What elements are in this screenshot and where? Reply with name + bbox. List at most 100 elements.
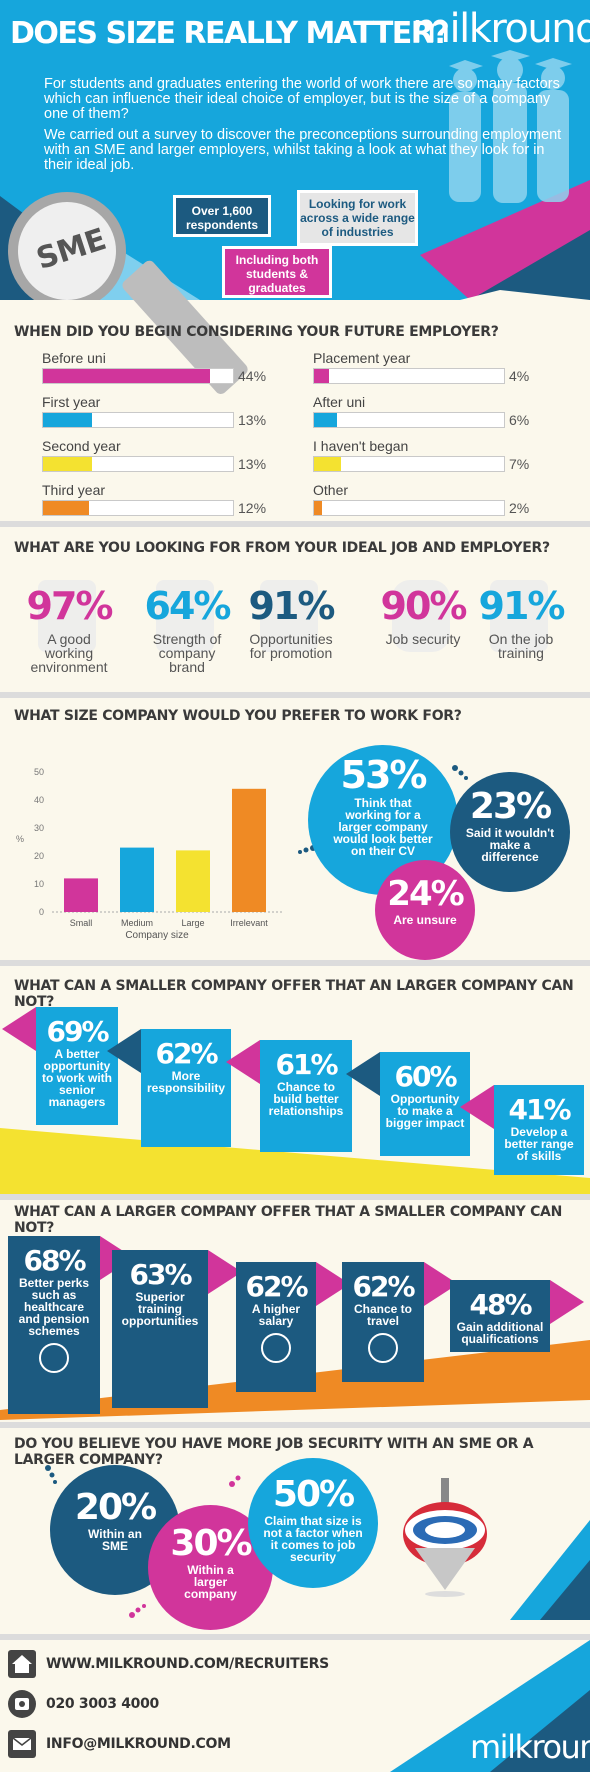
bar-track: [313, 500, 505, 516]
bar-track: [42, 456, 234, 472]
footer-website[interactable]: WWW.MILKROUND.COM/RECRUITERS: [46, 1656, 329, 1672]
x-tick-label: Small: [70, 918, 93, 928]
x-tick-label: Large: [181, 918, 204, 928]
money-bag-icon: [261, 1333, 291, 1363]
size-bar-chart: 0 10 20 30 40 50% Small Medium Large Irrelevant Co…: [16, 767, 282, 941]
larger-step: 63% Superior training opportunities: [112, 1250, 208, 1408]
bar-value: 7%: [509, 456, 530, 472]
larger-step: 62% Chance to travel: [342, 1262, 424, 1382]
stethoscope-icon: [39, 1343, 69, 1373]
check-icon: [38, 580, 96, 652]
smaller-step: 61% Chance to build better relationships: [260, 1040, 352, 1152]
thumbs-up-icon: [490, 580, 548, 652]
step-text: Gain additional qualifications: [456, 1320, 544, 1346]
size-title: WHAT SIZE COMPANY WOULD YOU PREFER TO WO…: [14, 708, 462, 724]
bar-fill: [43, 369, 211, 383]
phone-icon: [8, 1690, 36, 1718]
divider: [0, 1422, 590, 1428]
step-value: 61%: [275, 1048, 338, 1081]
stat-value: 64%: [144, 584, 232, 628]
footer-phone[interactable]: 020 3003 4000: [46, 1696, 160, 1712]
security-title: DO YOU BELIEVE YOU HAVE MORE JOB SECURIT…: [14, 1436, 534, 1468]
smaller-step: 69% A better opportunity to work with sen…: [36, 1007, 118, 1125]
footer-brand-logo: milkround: [470, 1728, 590, 1766]
larger-step: 48% Gain additional qualifications: [450, 1280, 550, 1352]
ideal-title: WHAT ARE YOU LOOKING FOR FROM YOUR IDEAL…: [14, 540, 550, 556]
step-text: Chance to travel: [353, 1302, 412, 1328]
footer-decoration: [390, 1640, 590, 1772]
step-text: A higher salary: [251, 1302, 301, 1328]
smaller-step: 41% Develop a better range of skills: [494, 1085, 584, 1175]
smaller-step: 60% Opportunity to make a bigger impact: [380, 1052, 470, 1156]
bar: [64, 878, 98, 912]
bar-fill: [314, 501, 322, 515]
shield-icon: [156, 580, 214, 652]
step-text: Better perks such as healthcare and pens…: [18, 1276, 90, 1338]
bar-fill: [314, 413, 337, 427]
bar-fill: [314, 369, 330, 383]
step-text: Opportunity to make a bigger impact: [385, 1092, 465, 1130]
step-arrow: [346, 1052, 380, 1096]
divider: [0, 1194, 590, 1200]
stat-value: 90%: [380, 584, 468, 628]
bar-track: [42, 412, 234, 428]
y-tick-label: 10: [34, 879, 44, 889]
bar-label: First year: [42, 394, 101, 410]
divider: [0, 1634, 590, 1640]
stat-label: Job security: [385, 631, 461, 647]
circle-24: 24% Are unsure: [375, 860, 475, 960]
step-text: A better opportunity to work with senior…: [42, 1047, 112, 1109]
bar-value: 12%: [238, 500, 267, 516]
industries-box: Looking for work across a wide range of …: [297, 190, 418, 246]
bar-track: [313, 412, 505, 428]
y-tick-label: 20: [34, 851, 44, 861]
bar-label: Second year: [42, 438, 121, 454]
step-value: 62%: [245, 1270, 308, 1303]
bar-label: Third year: [42, 482, 106, 498]
x-tick-label: Irrelevant: [230, 918, 268, 928]
email-icon: [8, 1730, 36, 1758]
stat-label: A good working environment: [30, 631, 108, 675]
larger-title: WHAT CAN A LARGER COMPANY OFFER THAT A S…: [14, 1204, 563, 1236]
smaller-step: 62% More responsibility: [141, 1029, 231, 1147]
stat-label: On the job training: [488, 631, 554, 661]
home-icon: [8, 1650, 36, 1678]
bar-value: 6%: [509, 412, 530, 428]
footer-email[interactable]: INFO@MILKROUND.COM: [46, 1736, 231, 1752]
consider-title: WHEN DID YOU BEGIN CONSIDERING YOUR FUTU…: [14, 324, 499, 340]
circle-50: 50% Claim that size is not a factor when…: [248, 1458, 378, 1588]
stat-value: 91%: [478, 584, 566, 628]
divider: [0, 692, 590, 698]
bar-label: Other: [313, 482, 349, 498]
step-text: Develop a better range of skills: [504, 1125, 574, 1163]
bar-value: 2%: [509, 500, 530, 516]
smaller-title: WHAT CAN A SMALLER COMPANY OFFER THAT AN…: [14, 978, 574, 1010]
step-flag: [550, 1280, 584, 1324]
lock-icon: [392, 580, 450, 652]
stat-value: 91%: [248, 584, 336, 628]
step-text: Superior training opportunities: [121, 1290, 199, 1328]
larger-step: 68% Better perks such as healthcare and p…: [8, 1236, 100, 1414]
y-tick-label: 30: [34, 823, 44, 833]
step-arrow: [226, 1040, 260, 1084]
intro-paragraph-1: For students and graduates entering the …: [44, 76, 560, 122]
bar-label: After uni: [313, 394, 366, 410]
respondents-box: Over 1,600 respondents: [173, 195, 271, 237]
y-tick-label: 0: [39, 907, 44, 917]
bar-label: I haven't began: [313, 438, 409, 454]
bar-value: 44%: [238, 368, 267, 384]
intro-paragraph-2: We carried out a survey to discover the …: [44, 127, 562, 173]
bar-value: 4%: [509, 368, 530, 384]
bar-track: [313, 368, 505, 384]
y-axis-label: %: [16, 834, 24, 844]
step-value: 62%: [155, 1037, 218, 1070]
bar-value: 13%: [238, 456, 267, 472]
arrow-up-icon: [260, 580, 318, 652]
header-banner: DOES SIZE REALLY MATTER? milkround For s…: [0, 0, 590, 300]
divider: [0, 960, 590, 966]
brand-logo: milkround: [412, 6, 590, 52]
stat-label: Strength of company brand: [152, 631, 222, 675]
step-value: 41%: [508, 1093, 571, 1126]
step-text: More responsibility: [146, 1069, 226, 1095]
step-value: 62%: [352, 1270, 415, 1303]
